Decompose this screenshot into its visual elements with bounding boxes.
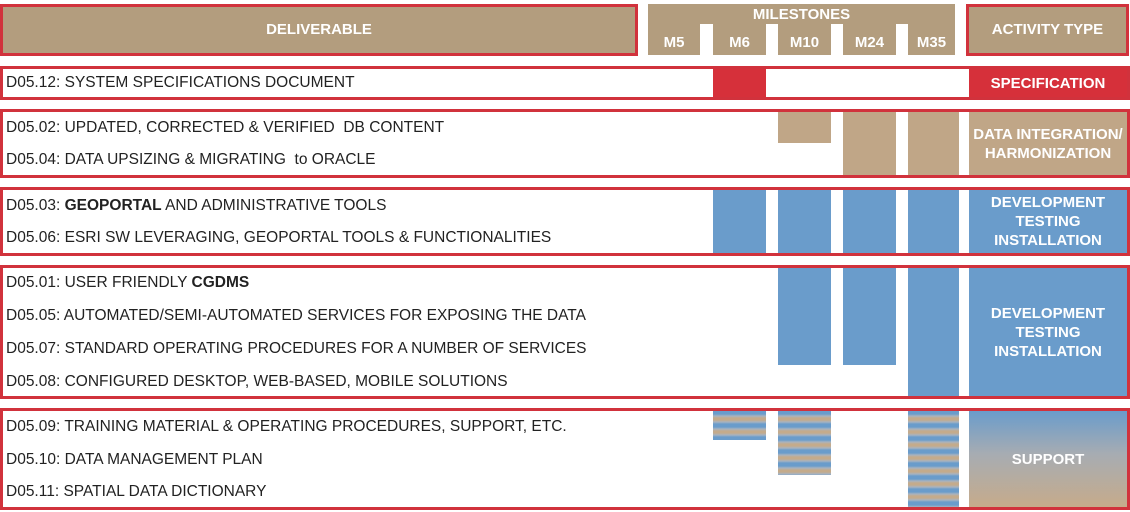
row-code: D05.04: <box>6 151 61 168</box>
row-code: D05.03: <box>6 197 61 214</box>
activity-development-1-label: DEVELOPMENT TESTING INSTALLATION <box>990 194 1106 249</box>
header-deliverable-label: DELIVERABLE <box>266 21 372 38</box>
milestone-m35: M35 <box>908 24 955 55</box>
bar-dev2-m10 <box>778 268 831 365</box>
activity-development-2: DEVELOPMENT TESTING INSTALLATION <box>969 268 1127 396</box>
row-code: D05.09: <box>6 418 61 435</box>
row-d05-09: D05.09: TRAINING MATERIAL & OPERATING PR… <box>6 418 567 436</box>
activity-specification: SPECIFICATION <box>969 69 1127 97</box>
bar-dev1-m10 <box>778 190 831 253</box>
row-code: D05.10: <box>6 451 61 468</box>
milestone-m24-label: M24 <box>854 34 885 51</box>
milestones-header-label: MILESTONES <box>752 6 851 23</box>
row-d05-08: D05.08: CONFIGURED DESKTOP, WEB-BASED, M… <box>6 373 508 391</box>
header-activity-type: ACTIVITY TYPE <box>969 7 1126 53</box>
row-d05-11: D05.11: SPATIAL DATA DICTIONARY <box>6 483 266 501</box>
row-title-bold: GEOPORTAL <box>64 197 162 214</box>
bar-data-m35 <box>908 112 959 175</box>
row-title-bold: CGDMS <box>191 274 250 291</box>
activity-support-label: SUPPORT <box>1011 450 1085 468</box>
activity-development-1: DEVELOPMENT TESTING INSTALLATION <box>969 190 1127 253</box>
row-code: D05.08: <box>6 373 61 390</box>
bar-dev2-m35 <box>908 268 959 396</box>
row-title: AND ADMINISTRATIVE TOOLS <box>161 197 387 214</box>
activity-data-integration: DATA INTEGRATION/ HARMONIZATION <box>969 112 1127 175</box>
row-title: SYSTEM SPECIFICATIONS DOCUMENT <box>64 74 355 91</box>
row-title: SPATIAL DATA DICTIONARY <box>63 483 267 500</box>
bar-dev1-m35 <box>908 190 959 253</box>
bar-support-m35 <box>908 411 959 507</box>
divider-spec-white <box>955 69 966 97</box>
activity-support: SUPPORT <box>969 411 1127 507</box>
row-code: D05.12: <box>6 74 61 91</box>
row-title: UPDATED, CORRECTED & VERIFIED DB CONTENT <box>64 119 445 136</box>
row-code: D05.07: <box>6 340 61 357</box>
group-development-1 <box>0 187 1130 256</box>
bar-dev1-m6 <box>713 190 766 253</box>
row-code: D05.05: <box>6 307 61 324</box>
bar-support-m10 <box>778 411 831 475</box>
activity-specification-label: SPECIFICATION <box>990 74 1106 92</box>
group-data-integration <box>0 109 1130 178</box>
milestone-m6: M6 <box>713 24 766 55</box>
row-title: ESRI SW LEVERAGING, GEOPORTAL TOOLS & FU… <box>64 229 552 246</box>
bar-dev1-m24 <box>843 190 896 253</box>
activity-data-integration-label: DATA INTEGRATION/ HARMONIZATION <box>973 125 1123 162</box>
row-d05-03: D05.03: GEOPORTAL AND ADMINISTRATIVE TOO… <box>6 197 386 215</box>
bar-spec-m6 <box>713 69 766 97</box>
milestone-m6-label: M6 <box>729 34 750 51</box>
row-code: D05.11: <box>6 483 60 500</box>
milestone-m24: M24 <box>843 24 896 55</box>
row-code: D05.06: <box>6 229 61 246</box>
row-d05-01: D05.01: USER FRIENDLY CGDMS <box>6 274 249 292</box>
milestone-m5-label: M5 <box>663 34 685 51</box>
row-code: D05.01: <box>6 274 61 291</box>
group-development-2 <box>0 265 1130 399</box>
row-d05-04: D05.04: DATA UPSIZING & MIGRATING to ORA… <box>6 151 376 169</box>
row-title: CONFIGURED DESKTOP, WEB-BASED, MOBILE SO… <box>64 373 508 390</box>
group-specification <box>0 66 1130 100</box>
milestone-m10: M10 <box>778 24 831 55</box>
row-d05-06: D05.06: ESRI SW LEVERAGING, GEOPORTAL TO… <box>6 229 551 247</box>
header-activity-type-label: ACTIVITY TYPE <box>991 21 1104 38</box>
milestone-m5: M5 <box>648 24 700 55</box>
activity-development-2-label: DEVELOPMENT TESTING INSTALLATION <box>990 304 1106 360</box>
row-title: STANDARD OPERATING PROCEDURES FOR A NUMB… <box>64 340 587 357</box>
milestone-m10-label: M10 <box>789 34 820 51</box>
row-d05-12: D05.12: SYSTEM SPECIFICATIONS DOCUMENT <box>6 74 355 92</box>
bar-data-m10 <box>778 112 831 143</box>
milestones-header-top <box>648 4 955 24</box>
row-title: AUTOMATED/SEMI-AUTOMATED SERVICES FOR EX… <box>63 307 586 324</box>
row-title: USER FRIENDLY <box>64 274 192 291</box>
row-title: TRAINING MATERIAL & OPERATING PROCEDURES… <box>64 418 567 435</box>
header-activity-frame <box>966 4 1129 56</box>
bar-dev2-m24 <box>843 268 896 365</box>
row-d05-02: D05.02: UPDATED, CORRECTED & VERIFIED DB… <box>6 119 444 137</box>
bar-support-m6 <box>713 411 766 440</box>
row-d05-05: D05.05: AUTOMATED/SEMI-AUTOMATED SERVICE… <box>6 307 586 325</box>
row-code: D05.02: <box>6 119 61 136</box>
row-d05-07: D05.07: STANDARD OPERATING PROCEDURES FO… <box>6 340 587 358</box>
header-deliverable: DELIVERABLE <box>3 7 635 53</box>
bar-data-m24 <box>843 112 896 175</box>
row-title: DATA MANAGEMENT PLAN <box>64 451 263 468</box>
header-deliverable-frame <box>0 4 638 56</box>
row-d05-10: D05.10: DATA MANAGEMENT PLAN <box>6 451 263 469</box>
group-support <box>0 408 1130 510</box>
milestone-m35-label: M35 <box>916 34 947 51</box>
row-title: DATA UPSIZING & MIGRATING to ORACLE <box>64 151 376 168</box>
